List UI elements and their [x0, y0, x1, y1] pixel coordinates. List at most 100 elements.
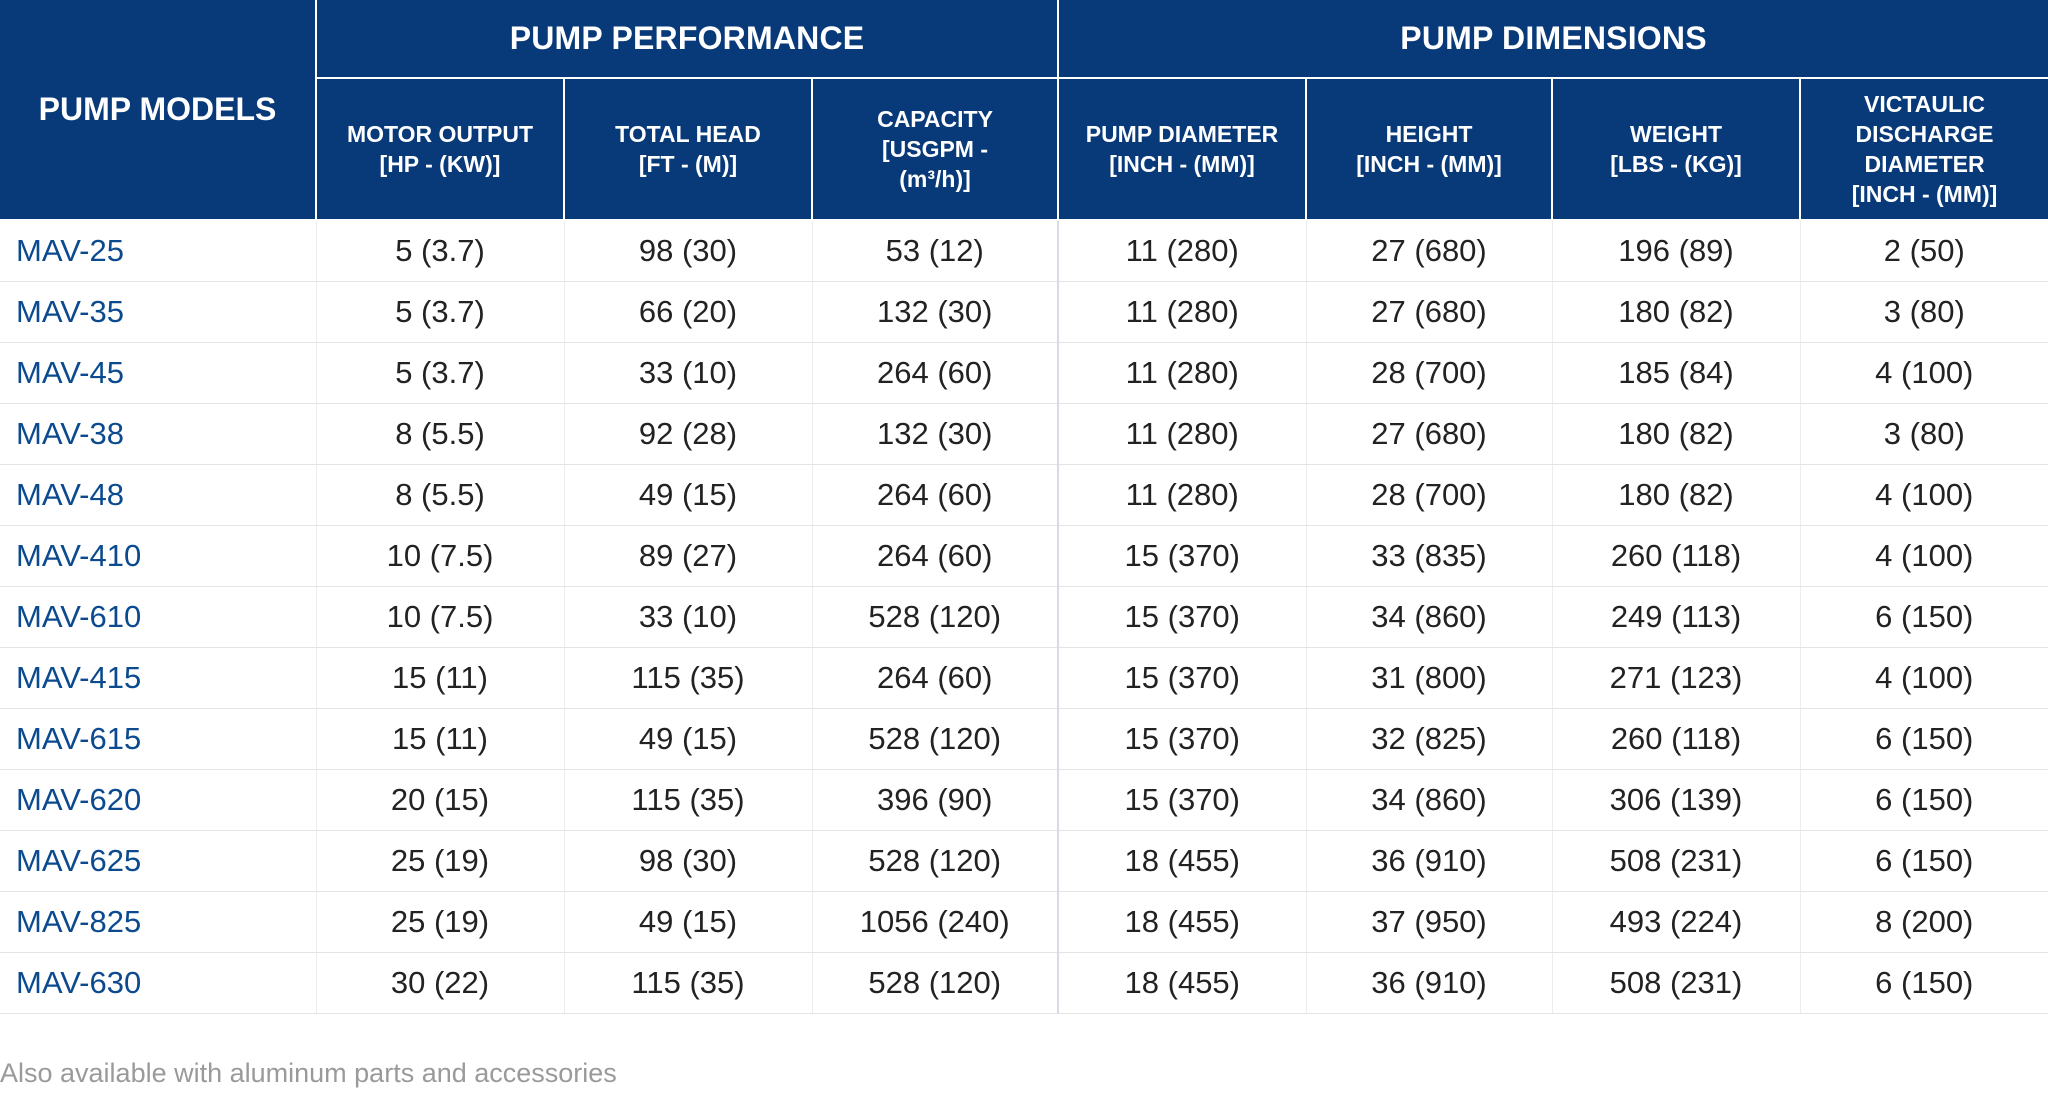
pump-model-cell: MAV-25 — [0, 220, 317, 282]
weight-cell: 180 (82) — [1552, 403, 1801, 465]
pump-model-cell: MAV-615 — [0, 708, 317, 770]
discharge-diameter-cell: 3 (80) — [1800, 281, 2048, 343]
total-head-cell: 115 (35) — [564, 952, 813, 1014]
height-cell: 31 (800) — [1306, 647, 1553, 709]
table-header: PUMP MODELS PUMP PERFORMANCE PUMP DIMENS… — [0, 0, 2048, 221]
header-line: TOTAL HEAD — [615, 121, 761, 147]
header-line: [USGPM - — [881, 136, 989, 162]
capacity-cell: 528 (120) — [812, 708, 1060, 770]
discharge-diameter-cell: 3 (80) — [1800, 403, 2048, 465]
total-head-header: TOTAL HEAD [FT - (M)] — [564, 78, 813, 221]
header-line: (m³/h)] — [899, 166, 971, 192]
pump-model-cell: MAV-610 — [0, 586, 317, 648]
table-row: MAV-48 8 (5.5) 49 (15) 264 (60) 11 (280) 28 (… — [0, 464, 2048, 526]
height-cell: 34 (860) — [1306, 586, 1553, 648]
header-line: [INCH - (MM)] — [1356, 151, 1502, 177]
motor-output-cell: 25 (19) — [316, 830, 565, 892]
total-head-cell: 33 (10) — [564, 342, 813, 404]
pump-model-cell: MAV-625 — [0, 830, 317, 892]
motor-output-cell: 5 (3.7) — [316, 220, 565, 282]
table-body: MAV-25 5 (3.7) 98 (30) 53 (12) 11 (280) 27 (6… — [0, 220, 2048, 1014]
discharge-diameter-cell: 4 (100) — [1800, 342, 2048, 404]
victaulic-discharge-diameter-header: VICTAULIC DISCHARGE DIAMETER [INCH - (MM… — [1800, 78, 2048, 221]
header-line: [INCH - (MM)] — [1109, 151, 1255, 177]
height-cell: 37 (950) — [1306, 891, 1553, 953]
pump-model-cell: MAV-415 — [0, 647, 317, 709]
header-group-row: PUMP MODELS PUMP PERFORMANCE PUMP DIMENS… — [0, 0, 2048, 221]
total-head-cell: 49 (15) — [564, 464, 813, 526]
capacity-cell: 1056 (240) — [812, 891, 1060, 953]
total-head-cell: 115 (35) — [564, 769, 813, 831]
header-line: [INCH - (MM)] — [1851, 181, 1998, 207]
table-row: MAV-610 10 (7.5) 33 (10) 528 (120) 15 (370) 3… — [0, 586, 2048, 648]
motor-output-cell: 10 (7.5) — [316, 586, 565, 648]
discharge-diameter-cell: 6 (150) — [1800, 708, 2048, 770]
total-head-cell: 66 (20) — [564, 281, 813, 343]
pump-diameter-cell: 18 (455) — [1058, 952, 1307, 1014]
pump-models-header: PUMP MODELS — [0, 0, 317, 221]
capacity-cell: 264 (60) — [812, 342, 1060, 404]
header-line: HEIGHT — [1385, 121, 1473, 147]
pump-diameter-cell: 11 (280) — [1058, 281, 1307, 343]
header-line: [FT - (M)] — [638, 151, 738, 177]
capacity-header: CAPACITY [USGPM - (m³/h)] — [812, 78, 1060, 221]
motor-output-cell: 8 (5.5) — [316, 464, 565, 526]
capacity-cell: 264 (60) — [812, 464, 1060, 526]
pump-model-cell: MAV-410 — [0, 525, 317, 587]
weight-cell: 180 (82) — [1552, 464, 1801, 526]
capacity-cell: 132 (30) — [812, 403, 1060, 465]
capacity-cell: 264 (60) — [812, 647, 1060, 709]
pump-model-cell: MAV-620 — [0, 769, 317, 831]
pump-diameter-cell: 18 (455) — [1058, 891, 1307, 953]
total-head-cell: 49 (15) — [564, 708, 813, 770]
total-head-cell: 115 (35) — [564, 647, 813, 709]
discharge-diameter-cell: 2 (50) — [1800, 220, 2048, 282]
motor-output-cell: 25 (19) — [316, 891, 565, 953]
footnote: Also available with aluminum parts and a… — [0, 1058, 617, 1088]
discharge-diameter-cell: 6 (150) — [1800, 586, 2048, 648]
total-head-cell: 92 (28) — [564, 403, 813, 465]
weight-cell: 508 (231) — [1552, 830, 1801, 892]
discharge-diameter-cell: 4 (100) — [1800, 525, 2048, 587]
capacity-cell: 53 (12) — [812, 220, 1060, 282]
pump-diameter-cell: 18 (455) — [1058, 830, 1307, 892]
height-cell: 28 (700) — [1306, 464, 1553, 526]
pump-spec-table: PUMP MODELS PUMP PERFORMANCE PUMP DIMENS… — [0, 0, 2048, 1014]
height-cell: 27 (680) — [1306, 281, 1553, 343]
table-row: MAV-38 8 (5.5) 92 (28) 132 (30) 11 (280) 27 (… — [0, 403, 2048, 465]
weight-cell: 249 (113) — [1552, 586, 1801, 648]
header-line: WEIGHT — [1630, 121, 1723, 147]
pump-diameter-cell: 11 (280) — [1058, 220, 1307, 282]
capacity-cell: 528 (120) — [812, 830, 1060, 892]
table-row: MAV-825 25 (19) 49 (15) 1056 (240) 18 (455) 3… — [0, 891, 2048, 953]
weight-cell: 493 (224) — [1552, 891, 1801, 953]
capacity-cell: 264 (60) — [812, 525, 1060, 587]
motor-output-cell: 15 (11) — [316, 647, 565, 709]
motor-output-cell: 10 (7.5) — [316, 525, 565, 587]
height-cell: 34 (860) — [1306, 769, 1553, 831]
pump-diameter-header: PUMP DIAMETER [INCH - (MM)] — [1058, 78, 1308, 221]
height-cell: 33 (835) — [1306, 525, 1553, 587]
pump-model-cell: MAV-48 — [0, 464, 317, 526]
capacity-cell: 528 (120) — [812, 952, 1060, 1014]
table-row: MAV-415 15 (11) 115 (35) 264 (60) 15 (370) 31… — [0, 647, 2048, 709]
table-row: MAV-35 5 (3.7) 66 (20) 132 (30) 11 (280) 27 (… — [0, 281, 2048, 343]
total-head-cell: 89 (27) — [564, 525, 813, 587]
header-line: [LBS - (KG)] — [1610, 151, 1742, 177]
weight-cell: 271 (123) — [1552, 647, 1801, 709]
pump-model-cell: MAV-45 — [0, 342, 317, 404]
weight-cell: 260 (118) — [1552, 525, 1801, 587]
weight-cell: 508 (231) — [1552, 952, 1801, 1014]
header-line: MOTOR OUTPUT — [346, 121, 534, 147]
pump-model-cell: MAV-38 — [0, 403, 317, 465]
header-line: DIAMETER — [1864, 151, 1985, 177]
pump-diameter-cell: 15 (370) — [1058, 525, 1307, 587]
total-head-cell: 98 (30) — [564, 830, 813, 892]
pump-diameter-cell: 11 (280) — [1058, 403, 1307, 465]
motor-output-cell: 8 (5.5) — [316, 403, 565, 465]
header-line: [HP - (KW)] — [379, 151, 501, 177]
motor-output-cell: 15 (11) — [316, 708, 565, 770]
motor-output-cell: 5 (3.7) — [316, 342, 565, 404]
total-head-cell: 49 (15) — [564, 891, 813, 953]
weight-cell: 260 (118) — [1552, 708, 1801, 770]
